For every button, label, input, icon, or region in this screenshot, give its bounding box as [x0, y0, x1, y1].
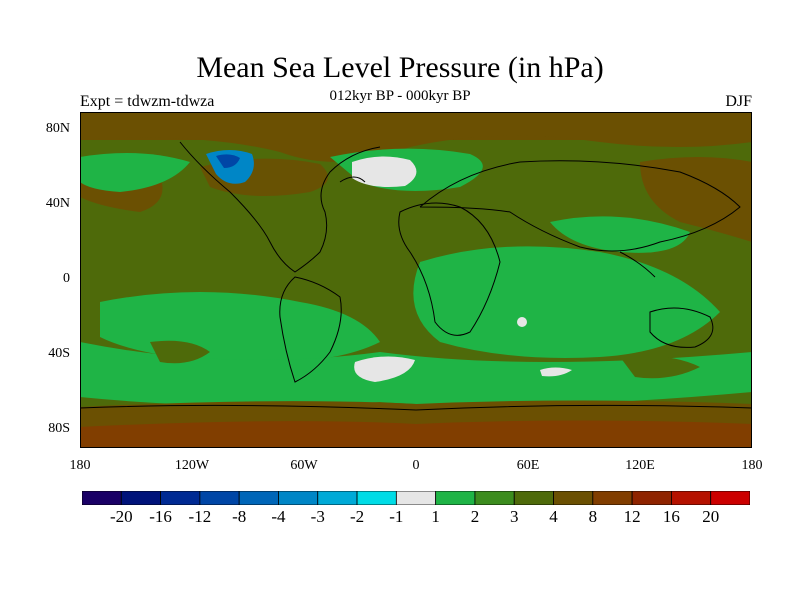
- colorbar-label: -4: [271, 507, 286, 526]
- colorbar-label: 3: [509, 507, 519, 526]
- field-southern-ocean: [80, 342, 752, 406]
- colorbar-swatch: [592, 491, 633, 505]
- field-iceland-patch: [352, 156, 417, 187]
- colorbar-swatch: [120, 491, 161, 505]
- colorbar-label: 8: [588, 507, 598, 526]
- chart-title: Mean Sea Level Pressure (in hPa): [196, 51, 604, 84]
- field-satlantic-patch: [354, 356, 415, 382]
- colorbar-swatch: [474, 491, 515, 505]
- lat-tick-label: 0: [63, 271, 70, 286]
- chart-subtitle: 012kyr BP - 000kyr BP: [329, 88, 471, 104]
- lat-tick-label: 80N: [45, 121, 70, 136]
- lon-tick-label: 120W: [174, 458, 210, 473]
- lat-tick-label: 40S: [48, 346, 70, 361]
- lon-tick-label: 180: [741, 458, 763, 473]
- colorbar-swatch: [435, 491, 476, 505]
- lon-tick-label: 120E: [625, 458, 655, 473]
- colorbar-swatch: [356, 491, 397, 505]
- field-indian-dot: [517, 317, 527, 327]
- colorbar-label: 1: [431, 507, 440, 526]
- colorbar-swatch: [238, 491, 279, 505]
- field-antarctic-core: [80, 420, 752, 448]
- lat-tick-label: 80S: [48, 421, 70, 436]
- field-laurentide-core: [216, 154, 240, 168]
- colorbar-label: -1: [389, 507, 404, 526]
- colorbar-label: 20: [702, 507, 720, 526]
- coastlines: [80, 141, 752, 411]
- lon-tick-label: 60E: [516, 458, 540, 473]
- colorbar-swatch: [160, 491, 201, 505]
- colorbar-label: -3: [310, 507, 325, 526]
- field-saustralia-patch: [620, 355, 700, 379]
- field-indian-ocean: [413, 246, 720, 358]
- colorbar-label: 4: [549, 507, 558, 526]
- lon-tick-label: 60W: [290, 458, 318, 473]
- field-asia-high: [640, 157, 752, 242]
- pressure-map: [80, 112, 752, 448]
- colorbar: [82, 491, 750, 505]
- season-label: DJF: [725, 93, 752, 110]
- colorbar-swatch: [631, 491, 672, 505]
- colorbar-swatch: [395, 491, 437, 505]
- colorbar-label: -20: [109, 507, 133, 526]
- field-spacific-patch: [150, 340, 210, 364]
- colorbar-swatch: [82, 491, 122, 505]
- colorbar-swatch: [710, 491, 750, 505]
- field-north-high: [80, 112, 752, 162]
- colorbar-swatch: [278, 491, 319, 505]
- colorbar-label: 16: [662, 507, 680, 526]
- colorbar-swatch: [317, 491, 358, 505]
- lat-tick-label: 40N: [45, 196, 70, 211]
- colorbar-swatch: [553, 491, 594, 505]
- colorbar-label: 12: [623, 507, 641, 526]
- colorbar-swatch: [671, 491, 712, 505]
- colorbar-label: 2: [470, 507, 480, 526]
- colorbar-swatch: [513, 491, 554, 505]
- experiment-label: Expt = tdwzm-tdwza: [80, 93, 215, 110]
- colorbar-label: -2: [349, 507, 365, 526]
- field-sindian-patch: [540, 367, 572, 377]
- lon-tick-label: 180: [69, 458, 91, 473]
- colorbar-label: -12: [188, 507, 212, 526]
- colorbar-label: -16: [149, 507, 172, 526]
- lon-tick-label: 0: [412, 458, 420, 473]
- map-frame: [80, 112, 752, 448]
- colorbar-swatch: [199, 491, 240, 505]
- colorbar-label: -8: [232, 507, 247, 526]
- field-npacific-low: [80, 153, 190, 192]
